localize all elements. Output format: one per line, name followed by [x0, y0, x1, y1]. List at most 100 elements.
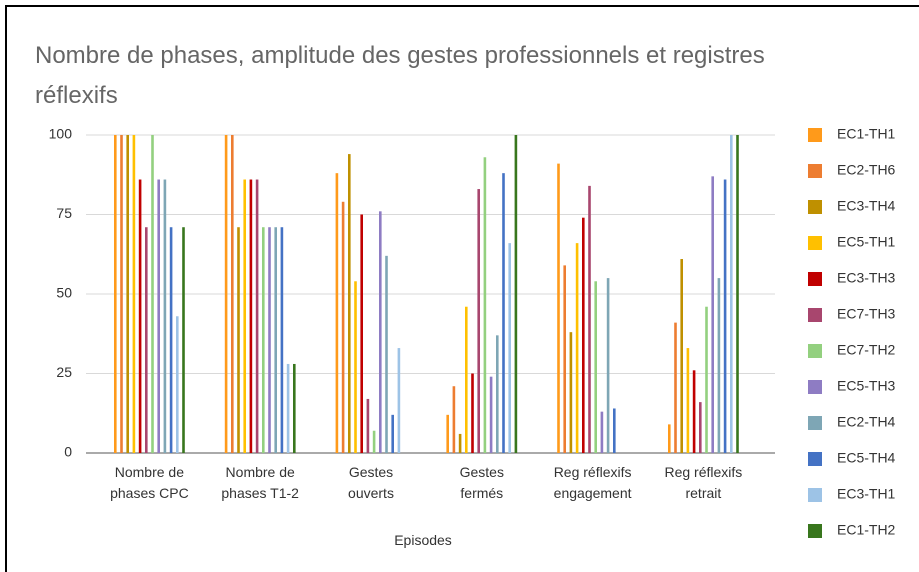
bar — [723, 179, 727, 453]
legend-label: EC3-TH1 — [837, 486, 896, 502]
bar — [594, 281, 597, 453]
legend-swatch — [808, 164, 822, 178]
bar — [613, 408, 616, 453]
legend-swatch — [808, 236, 822, 250]
legend-label: EC1-TH2 — [837, 522, 896, 538]
bar — [286, 363, 290, 453]
y-tick-label: 75 — [56, 205, 72, 221]
bar — [600, 411, 604, 453]
legend-label: EC2-TH6 — [837, 162, 896, 178]
bar — [699, 402, 702, 453]
bar — [379, 211, 382, 453]
bar — [514, 135, 518, 453]
x-axis-label: Episodes — [394, 532, 452, 548]
bar — [224, 135, 228, 453]
bar — [280, 227, 284, 453]
legend-swatch — [808, 416, 822, 430]
y-tick-label: 100 — [49, 126, 73, 142]
bar — [157, 179, 160, 453]
legend-label: EC7-TH3 — [837, 306, 896, 322]
bar — [674, 322, 677, 453]
bar — [372, 430, 376, 453]
legend-label: EC5-TH3 — [837, 378, 896, 394]
bar — [692, 370, 696, 453]
chart-title: Nombre de phases, amplitude des gestes p… — [35, 42, 765, 109]
legend-swatch — [808, 272, 822, 286]
bar — [348, 154, 351, 453]
bar — [496, 335, 499, 453]
bar — [557, 163, 560, 453]
bar — [335, 173, 339, 453]
legend-swatch — [808, 344, 822, 358]
bar — [471, 373, 474, 453]
bar — [126, 135, 129, 453]
bar — [182, 227, 185, 453]
legend-swatch — [808, 452, 822, 466]
bar — [262, 227, 265, 453]
bar — [385, 255, 388, 453]
bar — [169, 227, 173, 453]
bar — [711, 176, 714, 453]
chart-border — [5, 5, 919, 572]
bar — [145, 227, 148, 453]
legend-swatch — [808, 380, 822, 394]
legend-label: EC5-TH1 — [837, 234, 896, 250]
bar — [465, 306, 468, 453]
bar — [255, 179, 259, 453]
legend-label: EC3-TH4 — [837, 198, 896, 214]
bar — [489, 376, 493, 453]
y-tick-label: 25 — [56, 364, 72, 380]
bar — [569, 332, 573, 453]
bar — [680, 259, 683, 453]
bar — [668, 424, 671, 453]
bar — [736, 135, 739, 453]
x-tick-label: Nombre de phases CPC — [110, 464, 189, 501]
bar — [249, 179, 253, 453]
legend-label: EC2-TH4 — [837, 414, 896, 430]
bar — [268, 227, 271, 453]
bar — [397, 348, 401, 453]
legend-label: EC7-TH2 — [837, 342, 896, 358]
bar — [477, 189, 480, 453]
legend-swatch — [808, 308, 822, 322]
y-tick-label: 50 — [56, 285, 72, 301]
bar — [231, 135, 234, 453]
bar — [717, 278, 721, 453]
x-tick-label: Gestes fermés — [459, 464, 504, 501]
bar — [176, 316, 179, 453]
bar — [293, 363, 296, 453]
legend-label: EC3-TH3 — [837, 270, 896, 286]
x-tick-label: Reg réflexifs retrait — [664, 464, 743, 501]
bar — [705, 306, 708, 453]
bar — [243, 179, 246, 453]
legend-label: EC5-TH4 — [837, 450, 896, 466]
bar — [163, 179, 167, 453]
bar — [575, 243, 579, 453]
y-tick-label: 0 — [64, 444, 72, 460]
x-tick-label: Nombre de phases T1-2 — [221, 464, 299, 501]
bar — [582, 217, 585, 453]
bar — [354, 281, 357, 453]
bar — [341, 201, 345, 453]
bar — [588, 185, 591, 453]
bar — [508, 243, 511, 453]
bar — [138, 179, 142, 453]
bar — [151, 135, 154, 453]
legend-swatch — [808, 488, 822, 502]
bar — [446, 414, 449, 453]
legend-swatch — [808, 128, 822, 142]
bar — [132, 135, 136, 453]
bar — [606, 278, 610, 453]
bar — [483, 157, 487, 453]
bar — [686, 348, 690, 453]
bar — [237, 227, 240, 453]
bar — [391, 414, 394, 453]
bar — [452, 386, 456, 453]
bar — [563, 265, 566, 453]
bar — [114, 135, 117, 453]
bar — [274, 227, 277, 453]
bar — [120, 135, 123, 453]
legend-swatch — [808, 200, 822, 214]
